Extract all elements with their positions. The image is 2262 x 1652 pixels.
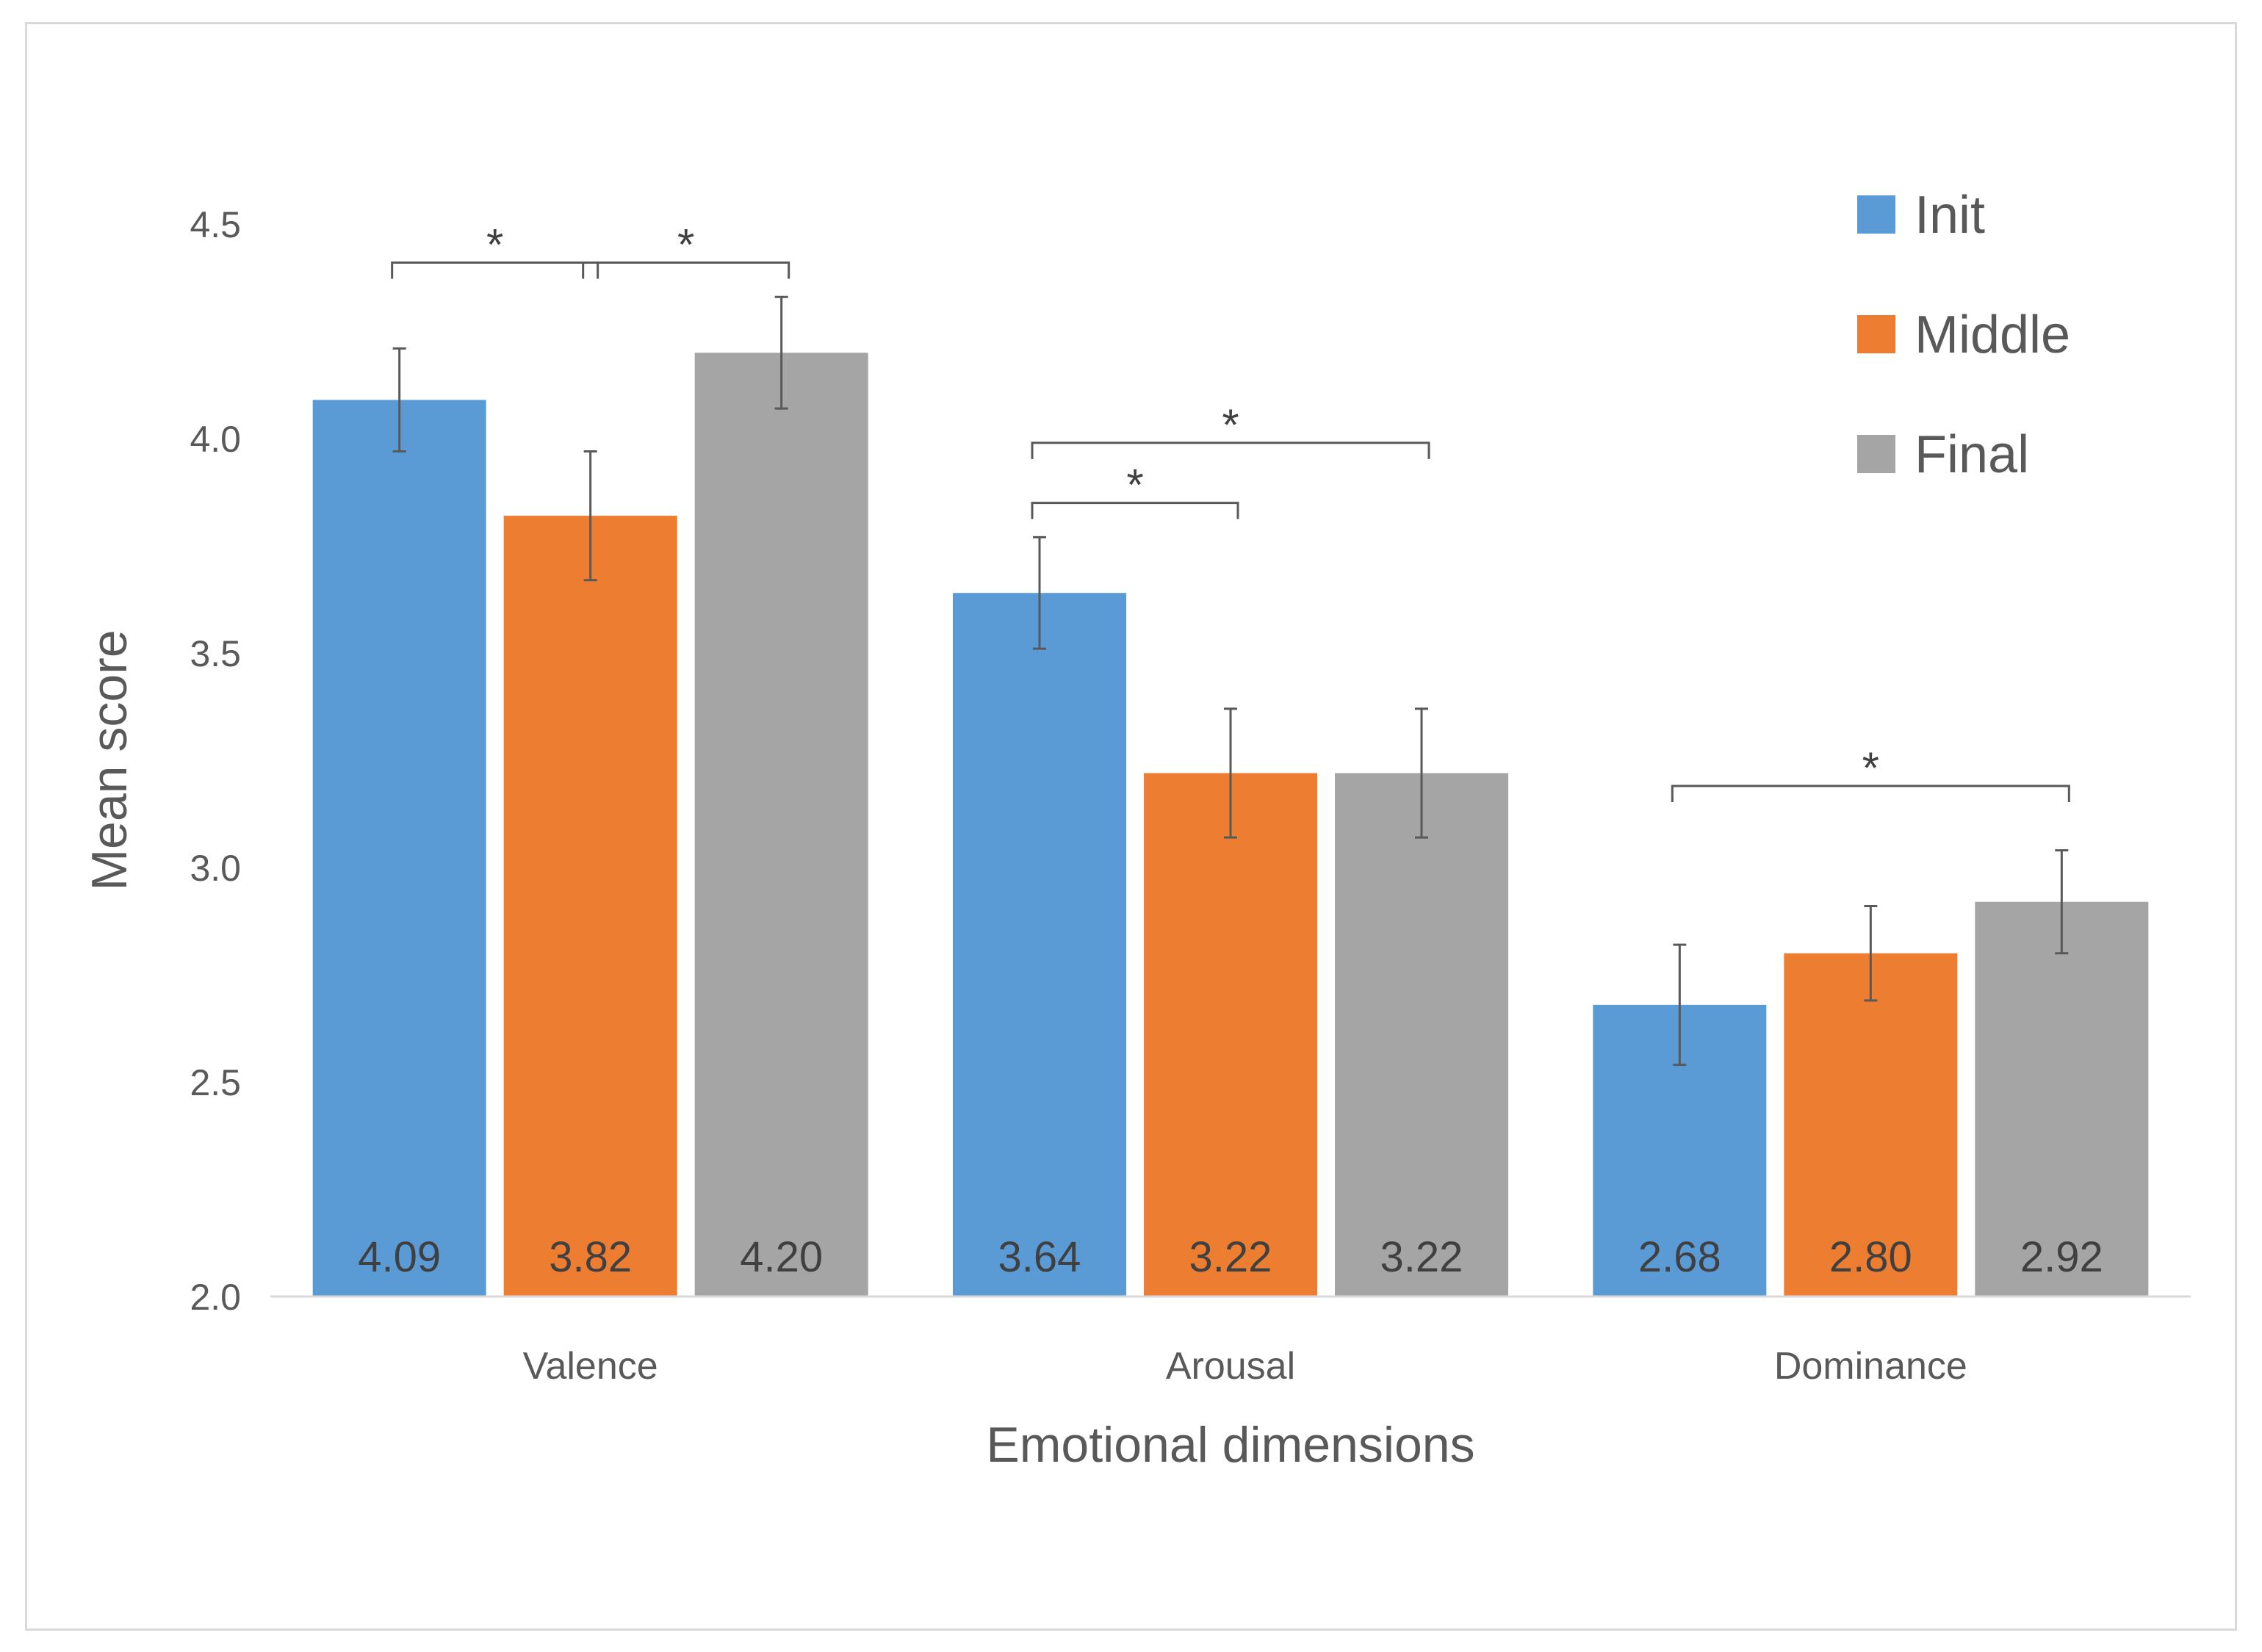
significance-bracket-line	[1671, 784, 2070, 803]
value-label: 3.22	[1189, 1233, 1272, 1281]
x-tick-label: Valence	[523, 1345, 658, 1388]
y-tick-label: 2.0	[190, 1277, 241, 1318]
error-bar	[392, 347, 406, 453]
legend-label: Init	[1915, 186, 1985, 245]
legend-swatch	[1857, 315, 1895, 353]
significance-bracket-line	[1031, 441, 1430, 459]
value-labels-layer: 4.09 3.64 2.68 3.82 3.22 2.80 4.20 3.22 2.92	[358, 1233, 2103, 1281]
legend-item: Middle	[1857, 306, 2070, 364]
error-bar	[1864, 905, 1878, 1002]
legend-item: Final	[1857, 425, 2029, 484]
significance-layer: * * * * *	[391, 220, 2070, 803]
legend-swatch	[1857, 435, 1895, 473]
y-axis-ticks: 2.0 2.5 3.0 3.5 4.0 4.5	[190, 204, 241, 1318]
value-label: 3.22	[1380, 1233, 1463, 1281]
error-bar	[774, 295, 788, 410]
value-label: 4.09	[358, 1233, 441, 1281]
significance-bracket-line	[391, 261, 599, 279]
value-label: 3.64	[998, 1233, 1081, 1281]
y-tick-label: 4.0	[190, 419, 241, 460]
legend-item: Init	[1857, 186, 1985, 245]
legend-label: Final	[1915, 425, 2029, 484]
significance-bracket-line	[582, 261, 790, 279]
x-axis-ticks: Valence Arousal Dominance	[523, 1345, 1967, 1388]
y-tick-label: 3.0	[190, 848, 241, 889]
x-axis-title: Emotional dimensions	[986, 1417, 1474, 1473]
error-bars-layer	[392, 295, 2069, 1067]
y-axis-title: Mean score	[82, 630, 137, 890]
legend-label: Middle	[1915, 306, 2070, 364]
bar-final-valence	[694, 353, 868, 1297]
value-label: 3.82	[549, 1233, 632, 1281]
legend: Init Middle Final	[1857, 186, 2070, 484]
significance-bracket: *	[1671, 743, 2070, 803]
bar-middle-arousal	[1144, 773, 1317, 1296]
x-tick-label: Arousal	[1166, 1345, 1295, 1388]
bar-final-dominance	[1975, 901, 2149, 1296]
bar-init-valence	[312, 400, 486, 1297]
legend-swatch	[1857, 195, 1895, 234]
significance-star: *	[677, 220, 694, 270]
significance-bracket: *	[1031, 400, 1430, 459]
x-tick-label: Dominance	[1774, 1345, 1967, 1388]
bar-init-arousal	[953, 593, 1126, 1296]
significance-star: *	[1126, 461, 1143, 510]
significance-bracket-line	[1031, 502, 1239, 519]
error-bar	[1673, 943, 1687, 1067]
value-label: 4.20	[740, 1233, 823, 1281]
error-bar	[583, 450, 597, 582]
bar-middle-valence	[503, 516, 677, 1296]
y-tick-label: 3.5	[190, 633, 241, 674]
error-bar	[1033, 535, 1046, 650]
bar-middle-dominance	[1784, 953, 1958, 1296]
error-bar	[2055, 849, 2069, 955]
y-tick-label: 4.5	[190, 204, 241, 245]
value-label: 2.80	[1829, 1233, 1912, 1281]
significance-star: *	[486, 220, 503, 270]
significance-bracket: *	[391, 220, 599, 279]
significance-star: *	[1862, 743, 1879, 793]
error-bar	[1224, 707, 1237, 839]
y-tick-label: 2.5	[190, 1062, 241, 1103]
bar-final-arousal	[1335, 773, 1508, 1296]
significance-bracket: *	[582, 220, 790, 279]
value-label: 2.68	[1638, 1233, 1721, 1281]
error-bar	[1415, 707, 1428, 839]
significance-star: *	[1222, 400, 1239, 450]
bars-layer	[312, 353, 2149, 1297]
value-label: 2.92	[2020, 1233, 2103, 1281]
significance-bracket: *	[1031, 461, 1239, 519]
